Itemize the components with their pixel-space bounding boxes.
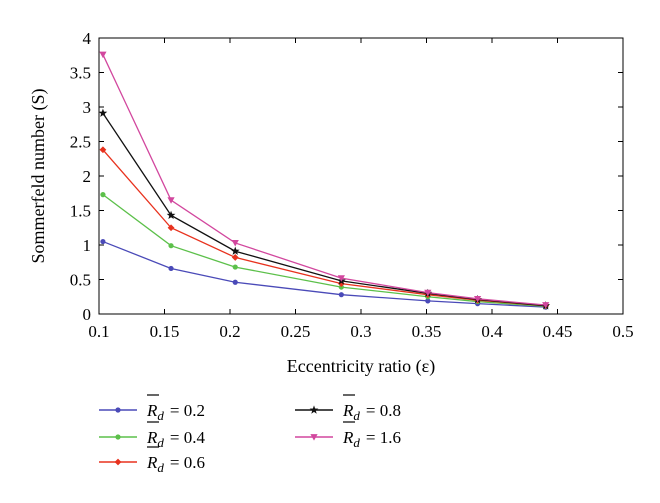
legend-symbol: R	[342, 401, 354, 420]
legend-subscript: d	[157, 460, 164, 475]
y-axis-title: Sommerfeld number (S)	[28, 89, 49, 264]
legend-label: Rd = 1.6	[342, 428, 401, 450]
data-point	[424, 289, 432, 297]
y-tick-label: 3.5	[70, 64, 91, 83]
y-tick-label: 2.5	[70, 133, 91, 152]
y-tick-label: 1	[83, 236, 92, 255]
series-line	[102, 194, 546, 308]
legend-symbol: R	[146, 453, 158, 472]
legend-subscript: d	[157, 435, 164, 450]
legend-item: Rd = 0.4	[99, 421, 205, 450]
legend-item: Rd = 0.8	[295, 394, 401, 423]
legend-value: = 1.6	[366, 428, 401, 447]
data-point	[338, 284, 344, 290]
x-tick-label: 0.15	[150, 322, 180, 341]
data-point	[166, 210, 176, 220]
y-tick-label: 3	[83, 98, 92, 117]
legend-swatch-marker	[115, 407, 121, 413]
data-point	[99, 146, 107, 154]
x-tick-label: 0.2	[219, 322, 240, 341]
data-point	[230, 246, 240, 255]
x-tick-label: 0.25	[281, 322, 311, 341]
data-point	[232, 279, 238, 285]
data-point	[168, 265, 174, 272]
x-tick-label: 0.35	[412, 322, 442, 341]
data-point	[100, 238, 106, 245]
legend-value: = 0.4	[170, 428, 206, 447]
legend-item: Rd = 0.2	[99, 394, 205, 423]
legend-label: Rd = 0.8	[342, 401, 401, 423]
legend-item: Rd = 1.6	[295, 421, 401, 450]
data-point	[542, 302, 550, 309]
legend-label: Rd = 0.4	[146, 428, 205, 450]
y-tick-label: 0	[83, 305, 92, 324]
data-point	[100, 192, 106, 198]
data-point	[473, 295, 482, 303]
legend-swatch-marker	[115, 434, 121, 440]
data-point	[425, 298, 431, 304]
data-point	[168, 243, 174, 249]
legend-swatch-marker	[310, 434, 318, 441]
series-4	[99, 51, 550, 309]
legend: Rd = 0.2 Rd = 0.4 Rd = 0.6 Rd = 0.8 Rd = 1.6	[99, 394, 401, 475]
series-2	[99, 146, 550, 310]
legend-label: Rd = 0.6	[146, 453, 205, 475]
data-point	[167, 224, 175, 232]
data-point	[98, 108, 108, 117]
data-point	[167, 197, 175, 204]
x-tick-label: 0.45	[543, 322, 573, 341]
data-point	[337, 275, 345, 282]
legend-value: = 0.8	[366, 401, 401, 420]
data-point	[338, 292, 344, 298]
y-tick-label: 0.5	[70, 271, 91, 290]
legend-symbol: R	[146, 401, 158, 420]
series-line	[102, 112, 546, 307]
x-axis-ticks: 0.1 0.15 0.2 0.25 0.3 0.35 0.4 0.45 0.5	[88, 38, 634, 341]
legend-swatch-marker	[114, 458, 122, 466]
legend-value: = 0.2	[170, 401, 205, 420]
x-tick-label: 0.1	[88, 322, 109, 341]
legend-subscript: d	[157, 408, 164, 423]
y-tick-label: 2	[83, 167, 92, 186]
legend-symbol: R	[342, 428, 354, 447]
series-layer	[98, 51, 551, 310]
x-axis-title: Eccentricity ratio (ε)	[287, 356, 435, 377]
legend-symbol: R	[146, 428, 158, 447]
legend-label: Rd = 0.2	[146, 401, 205, 423]
data-point	[231, 254, 239, 261]
x-tick-label: 0.4	[481, 322, 503, 341]
data-point	[231, 240, 239, 247]
legend-subscript: d	[353, 408, 360, 423]
y-axis-ticks: 0 0.5 1 1.5 2 2.5 3 3.5 4	[70, 29, 623, 324]
x-tick-label: 0.3	[350, 322, 371, 341]
legend-subscript: d	[353, 435, 360, 450]
y-tick-label: 1.5	[70, 202, 91, 221]
legend-item: Rd = 0.6	[99, 446, 205, 475]
plot-area-frame	[98, 37, 624, 315]
x-tick-label: 0.5	[612, 322, 633, 341]
data-point	[232, 264, 238, 270]
y-tick-label: 4	[83, 29, 92, 48]
legend-value: = 0.6	[170, 453, 205, 472]
data-point	[99, 51, 107, 59]
legend-swatch-marker	[309, 405, 319, 414]
